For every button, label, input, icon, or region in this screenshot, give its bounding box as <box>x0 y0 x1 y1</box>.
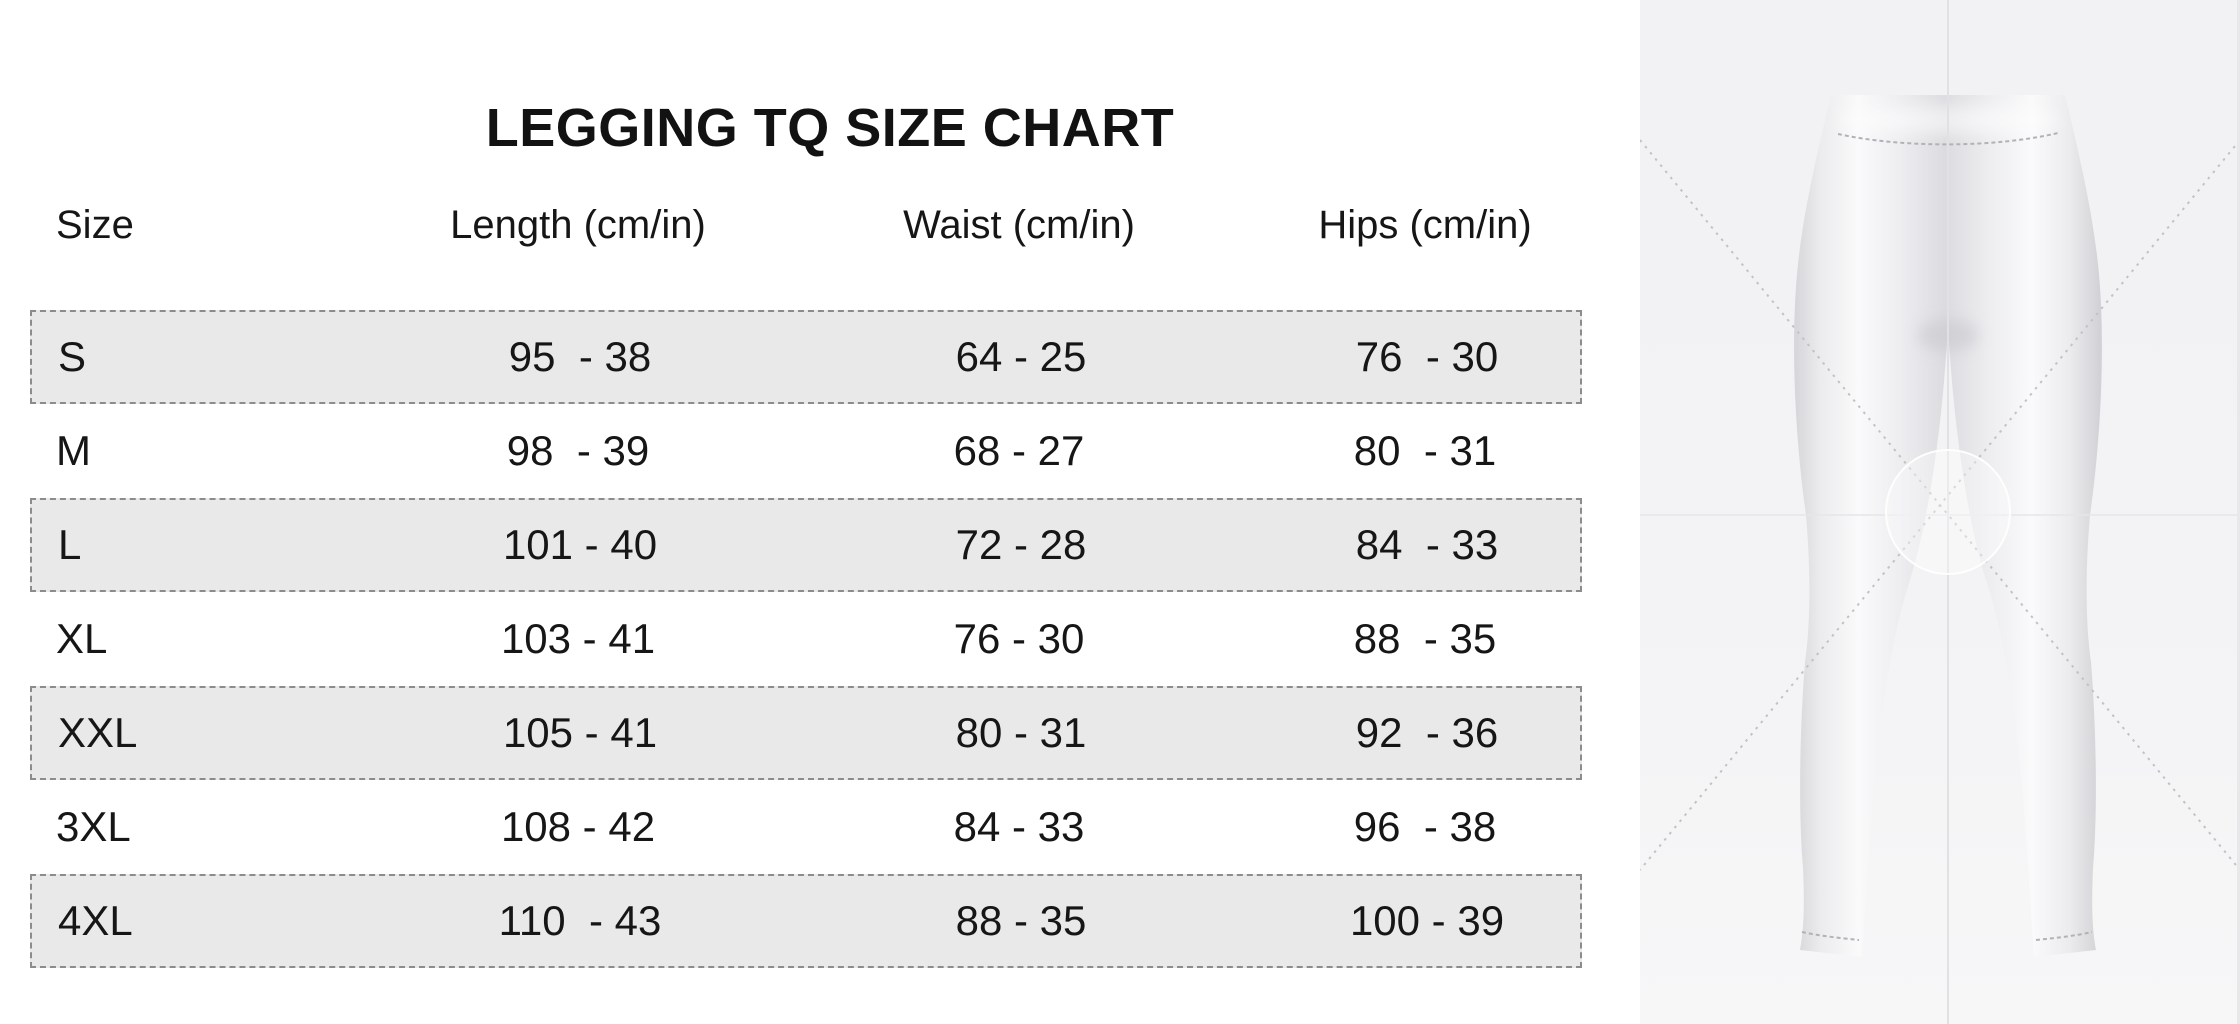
table-row: S 95 - 38 64 - 25 76 - 30 <box>30 310 1582 404</box>
table-row: M 98 - 39 68 - 27 80 - 31 <box>30 404 1582 498</box>
cell-hips: 92 - 36 <box>1355 709 1499 756</box>
center-marker-circle <box>1885 449 2011 575</box>
cell-size: 4XL <box>58 897 133 944</box>
cell-size: S <box>58 333 87 380</box>
left-cuff-seam <box>1801 931 1860 941</box>
diagonal-guide-line <box>1639 139 2240 871</box>
column-header-waist: Waist (cm/in) <box>903 202 1135 247</box>
size-table: S 95 - 38 64 - 25 76 - 30 M 98 - 39 68 -… <box>30 310 1582 968</box>
cell-hips: 76 - 30 <box>1355 333 1499 380</box>
table-row: XL 103 - 41 76 - 30 88 - 35 <box>30 592 1582 686</box>
cell-hips: 100 - 39 <box>1349 897 1505 944</box>
cell-waist: 72 - 28 <box>955 521 1087 568</box>
cell-length: 105 - 41 <box>502 709 658 756</box>
panel-right-edge <box>2237 0 2240 1024</box>
column-header-hips: Hips (cm/in) <box>1318 202 1532 247</box>
cell-hips: 96 - 38 <box>1353 803 1497 850</box>
cell-length: 108 - 42 <box>500 803 656 850</box>
cell-size: L <box>58 521 82 568</box>
cell-hips: 80 - 31 <box>1353 427 1497 474</box>
cell-size: XXL <box>58 709 138 756</box>
mockup-guides <box>1639 0 2240 1024</box>
cell-size: 3XL <box>56 803 131 850</box>
table-row: XXL 105 - 41 80 - 31 92 - 36 <box>30 686 1582 780</box>
cell-waist: 80 - 31 <box>955 709 1087 756</box>
right-cuff-seam <box>2035 931 2093 941</box>
table-row: 3XL 108 - 42 84 - 33 96 - 38 <box>30 780 1582 874</box>
cell-waist: 84 - 33 <box>953 803 1085 850</box>
cell-length: 95 - 38 <box>508 333 652 380</box>
cell-hips: 88 - 35 <box>1353 615 1497 662</box>
cell-hips: 84 - 33 <box>1355 521 1499 568</box>
waistband-seam <box>1837 132 2059 146</box>
cell-length: 103 - 41 <box>500 615 656 662</box>
column-header-size: Size <box>56 202 134 247</box>
table-row: L 101 - 40 72 - 28 84 - 33 <box>30 498 1582 592</box>
leggings-mockup-image <box>1639 0 2240 1024</box>
leggings-mockup-canvas <box>1639 0 2240 1024</box>
cell-waist: 64 - 25 <box>955 333 1087 380</box>
table-row: 4XL 110 - 43 88 - 35 100 - 39 <box>30 874 1582 968</box>
cell-length: 98 - 39 <box>506 427 650 474</box>
cell-waist: 76 - 30 <box>953 615 1085 662</box>
cell-size: M <box>56 427 91 474</box>
cell-length: 101 - 40 <box>502 521 658 568</box>
table-header-row: Size Length (cm/in) Waist (cm/in) Hips (… <box>30 190 1582 260</box>
cell-waist: 68 - 27 <box>953 427 1085 474</box>
page-title: LEGGING TQ SIZE CHART <box>485 98 1175 158</box>
column-header-length: Length (cm/in) <box>450 202 706 247</box>
cell-length: 110 - 43 <box>498 897 662 944</box>
cell-size: XL <box>56 615 108 662</box>
cell-waist: 88 - 35 <box>955 897 1087 944</box>
